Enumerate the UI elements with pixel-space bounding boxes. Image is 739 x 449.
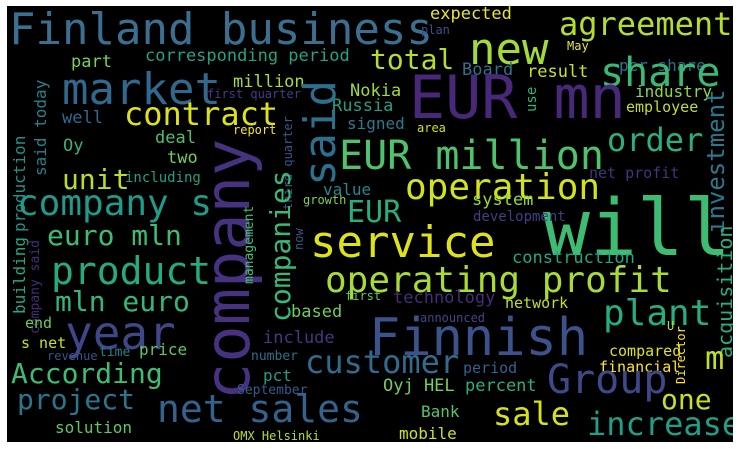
word: one	[661, 383, 712, 416]
word: mobile	[399, 424, 457, 442]
word: corresponding period	[145, 46, 350, 66]
word: number	[251, 349, 298, 364]
word: time	[99, 345, 131, 360]
word: use	[524, 86, 540, 112]
word: Oyj HEL	[383, 376, 455, 396]
word: pct	[263, 366, 292, 385]
word: Nokia	[350, 81, 402, 101]
word: percent	[465, 376, 537, 396]
word: end	[25, 314, 53, 332]
word: company s	[17, 183, 213, 224]
word: include	[263, 328, 335, 348]
word: project	[17, 383, 136, 416]
word: May	[567, 39, 589, 53]
word: price	[139, 340, 188, 359]
word: revenue	[47, 349, 98, 363]
word: operating profit	[325, 260, 672, 301]
word: industry	[635, 82, 713, 101]
word: management	[242, 205, 257, 284]
word: million	[233, 72, 305, 92]
word: operation	[405, 167, 601, 208]
word: mln euro	[55, 285, 190, 318]
word: m	[705, 339, 725, 377]
word: OMX Helsinki	[233, 429, 320, 442]
word: well	[62, 108, 103, 128]
word: said today	[31, 79, 50, 176]
word: new	[469, 24, 549, 75]
word: EUR mn	[409, 63, 626, 133]
word: order	[607, 121, 704, 159]
word: growth	[303, 193, 347, 207]
word: euro mln	[47, 219, 182, 252]
word: now	[292, 228, 306, 250]
word: product	[51, 249, 212, 293]
word: unit	[62, 163, 130, 196]
word: market	[62, 64, 221, 115]
word: net sales	[157, 387, 363, 431]
word: first quarter	[207, 87, 301, 101]
word: building	[10, 236, 29, 314]
word-cloud: Finland business expected plan agreement…	[7, 6, 733, 442]
word: U	[667, 319, 675, 333]
word: plant	[603, 293, 712, 334]
word: construction	[512, 248, 635, 268]
word: Finnish	[369, 308, 589, 368]
word: September	[237, 383, 308, 398]
word: part	[71, 52, 112, 72]
word: Bank	[421, 402, 460, 421]
word: solution	[55, 418, 133, 437]
word: employee	[626, 98, 699, 116]
word: deal	[155, 128, 196, 148]
word: technology	[393, 288, 496, 308]
word: According	[11, 357, 163, 390]
word: network	[505, 294, 569, 312]
word: report	[233, 123, 277, 137]
word: Finland business	[9, 6, 433, 55]
word: value	[323, 180, 372, 199]
word: customer	[305, 343, 460, 381]
word: development	[473, 209, 566, 225]
word: agreement	[559, 6, 733, 43]
word: plan	[421, 23, 450, 37]
word: first	[345, 289, 382, 303]
word: Group	[547, 357, 668, 403]
word: Russia	[332, 96, 394, 116]
word: said	[295, 80, 346, 186]
word: EUR million	[339, 133, 604, 179]
word: two	[167, 148, 198, 168]
word: announced	[420, 311, 486, 325]
word: period	[463, 359, 518, 377]
word: companies	[264, 170, 297, 322]
word: signed	[347, 114, 405, 133]
word: contract	[124, 95, 279, 133]
word: compared	[609, 342, 682, 360]
word: result	[527, 62, 589, 82]
word: service	[310, 217, 496, 268]
word: year	[65, 306, 176, 360]
word: expected	[430, 6, 512, 24]
word: financial	[599, 358, 681, 376]
word: increase	[587, 405, 733, 442]
word: EUR	[347, 195, 402, 230]
word: system	[472, 190, 534, 210]
word: will	[543, 184, 731, 274]
word: s net	[21, 334, 67, 352]
word: including	[125, 170, 201, 186]
word: area	[417, 121, 446, 135]
word: share	[600, 50, 721, 96]
word: based	[291, 302, 343, 322]
word: Oy	[63, 136, 84, 156]
word: per share	[619, 56, 706, 75]
word: Board	[462, 60, 514, 80]
word: sale	[493, 395, 571, 433]
word: total	[370, 43, 455, 76]
word: net profit	[589, 164, 680, 182]
